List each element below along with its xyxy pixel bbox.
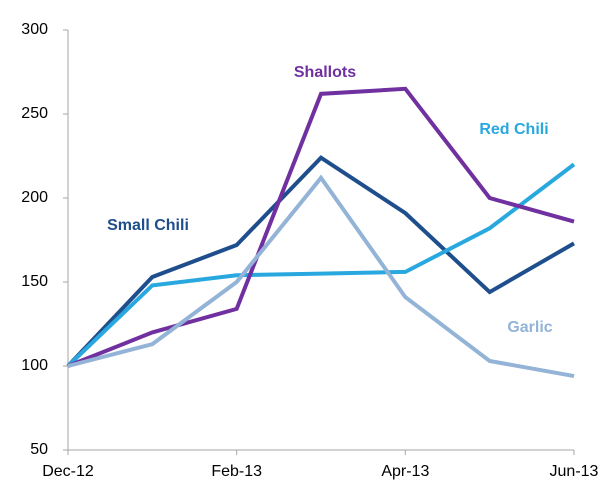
y-tick-label: 100 — [21, 357, 48, 374]
x-tick-label: Dec-12 — [42, 463, 94, 480]
x-tick-label: Apr-13 — [381, 463, 429, 480]
series-line — [66, 155, 576, 368]
series-label: Small Chili — [107, 217, 189, 234]
series-line — [67, 86, 575, 368]
series-label: Red Chili — [479, 121, 548, 138]
y-tick-label: 250 — [21, 105, 48, 122]
y-tick-label: 150 — [21, 273, 48, 290]
x-tick-label: Jun-13 — [550, 463, 599, 480]
series-line — [67, 174, 575, 379]
series-line — [66, 162, 576, 368]
y-tick-label: 300 — [21, 21, 48, 38]
y-tick-label: 200 — [21, 189, 48, 206]
x-tick-label: Feb-13 — [211, 463, 262, 480]
series-label: Garlic — [507, 319, 552, 336]
series-label: Shallots — [294, 64, 356, 81]
y-tick-label: 50 — [30, 441, 48, 458]
